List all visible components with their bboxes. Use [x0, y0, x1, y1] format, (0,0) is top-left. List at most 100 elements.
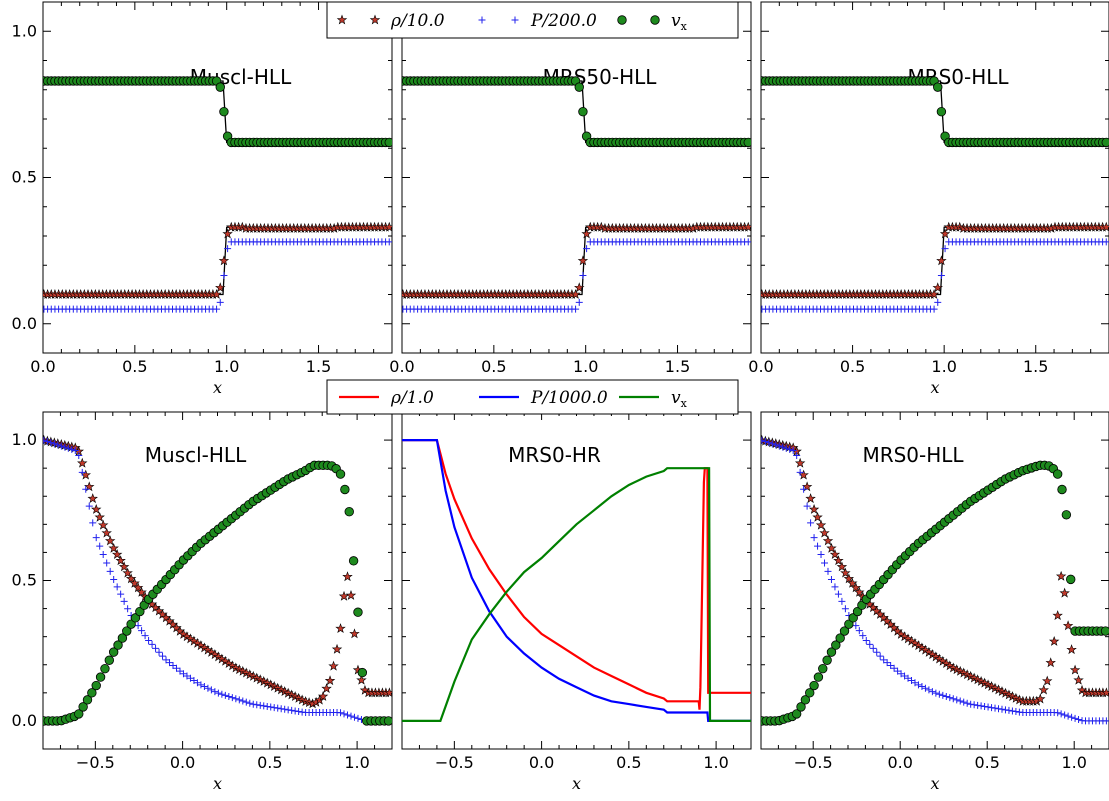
data-point: [64, 444, 72, 452]
data-point: [1102, 717, 1109, 725]
data-point: [984, 703, 992, 711]
data-point: [97, 519, 109, 530]
data-point: [337, 709, 345, 717]
data-point: [331, 643, 343, 654]
data-point: [761, 437, 769, 445]
series-line-3: [402, 467, 751, 722]
data-point: [827, 576, 835, 584]
data-point: [812, 511, 823, 522]
data-point: [821, 559, 829, 567]
data-point: [789, 446, 797, 454]
data-point: [74, 709, 84, 719]
y-tick-label: 1.0: [12, 21, 37, 40]
data-point: [94, 511, 105, 522]
data-point: [130, 613, 141, 623]
data-point: [839, 626, 850, 636]
series-line-1: [402, 439, 751, 710]
data-point: [935, 690, 943, 698]
x-axis-label: x: [930, 378, 939, 397]
legend-entry: ρ/1.0: [339, 388, 434, 408]
data-point: [104, 655, 115, 665]
x-tick-label: 1.0: [344, 753, 369, 772]
data-point: [120, 597, 128, 605]
data-point: [988, 704, 996, 712]
data-point: [815, 519, 827, 530]
data-point: [859, 632, 867, 640]
data-point: [344, 711, 352, 719]
data-point: [225, 692, 233, 700]
data-point: [108, 647, 119, 657]
data-point: [800, 695, 811, 705]
legend-marker: [511, 16, 519, 24]
data-point: [113, 640, 123, 650]
data-point: [941, 245, 949, 253]
exact-solution-line: [402, 226, 751, 296]
data-point: [384, 221, 392, 232]
data-point: [159, 652, 167, 660]
data-point: [779, 443, 787, 451]
data-point: [134, 622, 142, 630]
data-point: [75, 452, 83, 460]
data-point: [942, 692, 950, 700]
data-point: [82, 695, 93, 705]
data-point: [135, 606, 145, 617]
data-point: [100, 663, 110, 674]
data-point: [228, 694, 236, 702]
series-circle: [761, 460, 1109, 726]
data-point: [852, 622, 860, 630]
data-point: [270, 704, 278, 712]
data-point: [1101, 221, 1109, 232]
data-point: [572, 305, 580, 313]
data-point: [581, 228, 592, 239]
data-point: [936, 106, 947, 117]
legend-frame: [326, 379, 739, 415]
data-point: [347, 712, 355, 720]
x-axis-label: x: [213, 774, 222, 793]
data-point: [222, 228, 233, 239]
data-point: [95, 672, 106, 682]
data-point: [136, 586, 147, 597]
data-point: [579, 271, 587, 279]
data-point: [110, 576, 118, 584]
plot-area: [402, 439, 751, 722]
data-point: [796, 702, 806, 712]
chart-panel-4: −0.5 0.0 0.5 1.0 0.0 0.5 1.0 x Muscl-HLL: [12, 411, 393, 793]
data-point: [1061, 510, 1072, 520]
x-tick-label: 1.0: [1061, 753, 1086, 772]
data-point: [356, 674, 367, 685]
data-point: [277, 705, 285, 713]
panel-title: MRS0-HLL: [862, 443, 964, 467]
x-tick-label: 0.0: [529, 753, 554, 772]
axes-frame: [42, 1, 393, 354]
data-point: [1005, 706, 1013, 714]
data-point: [91, 680, 101, 691]
data-point: [743, 221, 751, 232]
data-point: [803, 502, 811, 510]
data-point: [249, 700, 257, 708]
data-point: [1042, 675, 1053, 686]
data-point: [344, 506, 354, 517]
data-point: [574, 82, 584, 92]
data-point: [317, 691, 329, 701]
data-point: [939, 691, 947, 699]
data-point: [220, 271, 228, 279]
data-point: [101, 527, 112, 538]
data-point: [1038, 684, 1049, 695]
x-tick-label: 1.5: [306, 357, 331, 376]
data-point: [786, 445, 794, 453]
data-point: [782, 444, 790, 452]
x-tick-label: 1.5: [665, 357, 690, 376]
series-plus: [761, 436, 1109, 725]
data-point: [1068, 713, 1076, 721]
data-point: [204, 684, 212, 692]
chart-panel-6: −0.5 0.0 0.5 1.0 x MRS0-HLL: [760, 411, 1109, 793]
data-point: [841, 605, 849, 613]
data-point: [200, 683, 208, 691]
data-point: [1075, 716, 1083, 724]
data-point: [350, 713, 358, 721]
y-tick-label: 1.0: [12, 430, 37, 449]
data-point: [1064, 712, 1072, 720]
data-point: [963, 699, 971, 707]
legend-top: ρ/10.0 P/200.0 vx: [326, 1, 739, 39]
x-tick-label: 0.5: [616, 753, 641, 772]
